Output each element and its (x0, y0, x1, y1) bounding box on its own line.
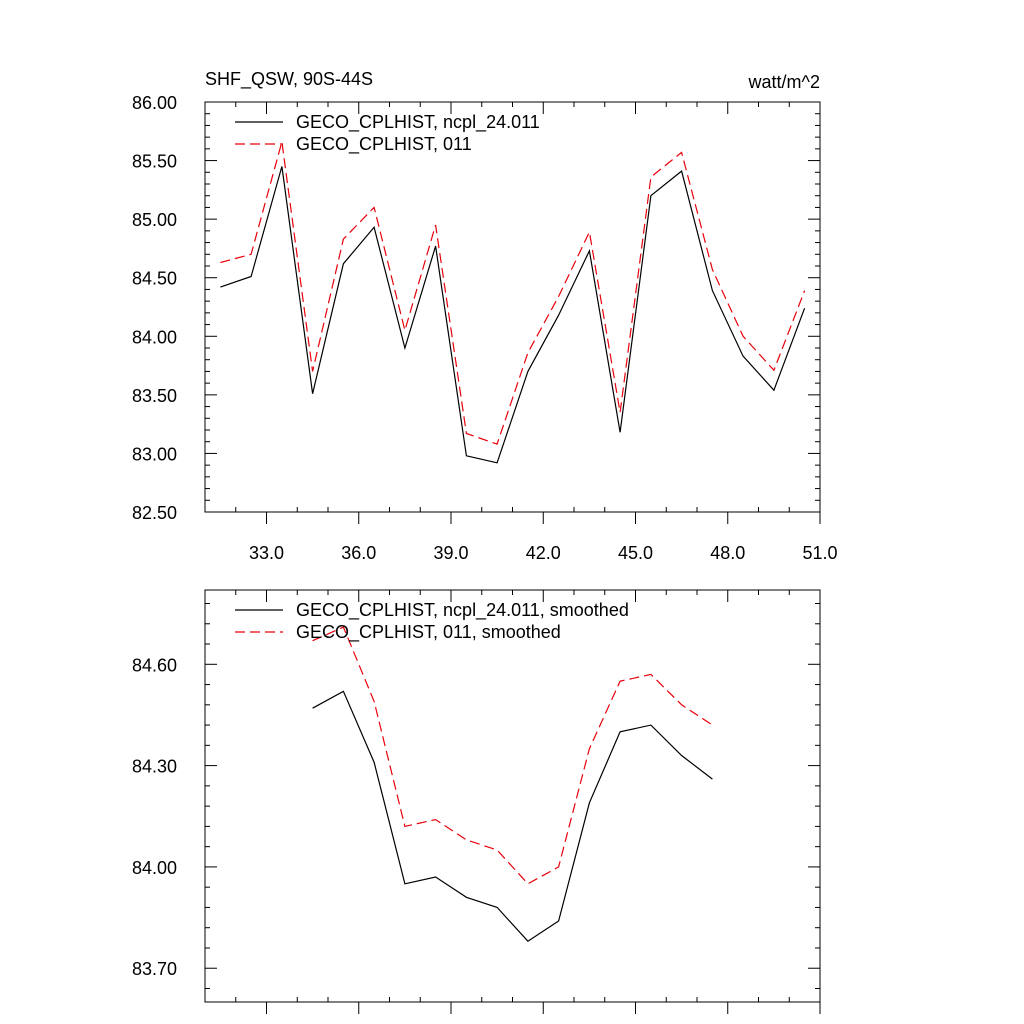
x-tick-label: 39.0 (433, 543, 468, 563)
y-tick-label: 84.30 (132, 757, 177, 777)
plot-frame (204, 101, 821, 513)
x-tick-label: 36.0 (341, 543, 376, 563)
y-tick-label: 84.60 (132, 655, 177, 675)
legend-entry-2: GECO_CPLHIST, 011, smoothed (296, 622, 561, 643)
y-tick-label: 84.00 (132, 327, 177, 347)
y-tick-label: 82.50 (132, 503, 177, 523)
y-tick-label: 84.50 (132, 269, 177, 289)
series-line-2 (220, 141, 806, 445)
series-line-2 (312, 626, 713, 885)
y-tick-label: 85.00 (132, 210, 177, 230)
y-tick-label: 83.70 (132, 959, 177, 979)
plot-frame (204, 589, 821, 1003)
units-label: watt/m^2 (748, 72, 820, 92)
x-tick-label: 48.0 (710, 543, 745, 563)
x-tick-label: 45.0 (618, 543, 653, 563)
series-line-1 (220, 166, 806, 464)
x-tick-label: 51.0 (802, 543, 837, 563)
y-tick-label: 83.00 (132, 444, 177, 464)
x-tick-label: 33.0 (249, 543, 284, 563)
legend-entry-2: GECO_CPLHIST, 011 (296, 134, 472, 155)
legend-entry-1: GECO_CPLHIST, ncpl_24.011 (296, 112, 540, 133)
x-tick-label: 42.0 (526, 543, 561, 563)
chart-panel-1: 33.0 36.0 39.0 42.0 45.0 48.0 51.0 82.50 83.00 83… (132, 69, 838, 563)
chart-title: SHF_QSW, 90S-44S (205, 69, 373, 90)
series-line-1 (312, 690, 713, 942)
legend-entry-1: GECO_CPLHIST, ncpl_24.011, smoothed (296, 600, 629, 621)
y-tick-label: 85.50 (132, 152, 177, 172)
y-tick-label: 83.50 (132, 386, 177, 406)
y-tick-label: 84.00 (132, 858, 177, 878)
chart-panel-2: 83.70 84.00 84.30 84.60 GECO_CPLHIST, ncpl_2… (132, 589, 821, 1014)
y-tick-label: 86.00 (132, 93, 177, 113)
